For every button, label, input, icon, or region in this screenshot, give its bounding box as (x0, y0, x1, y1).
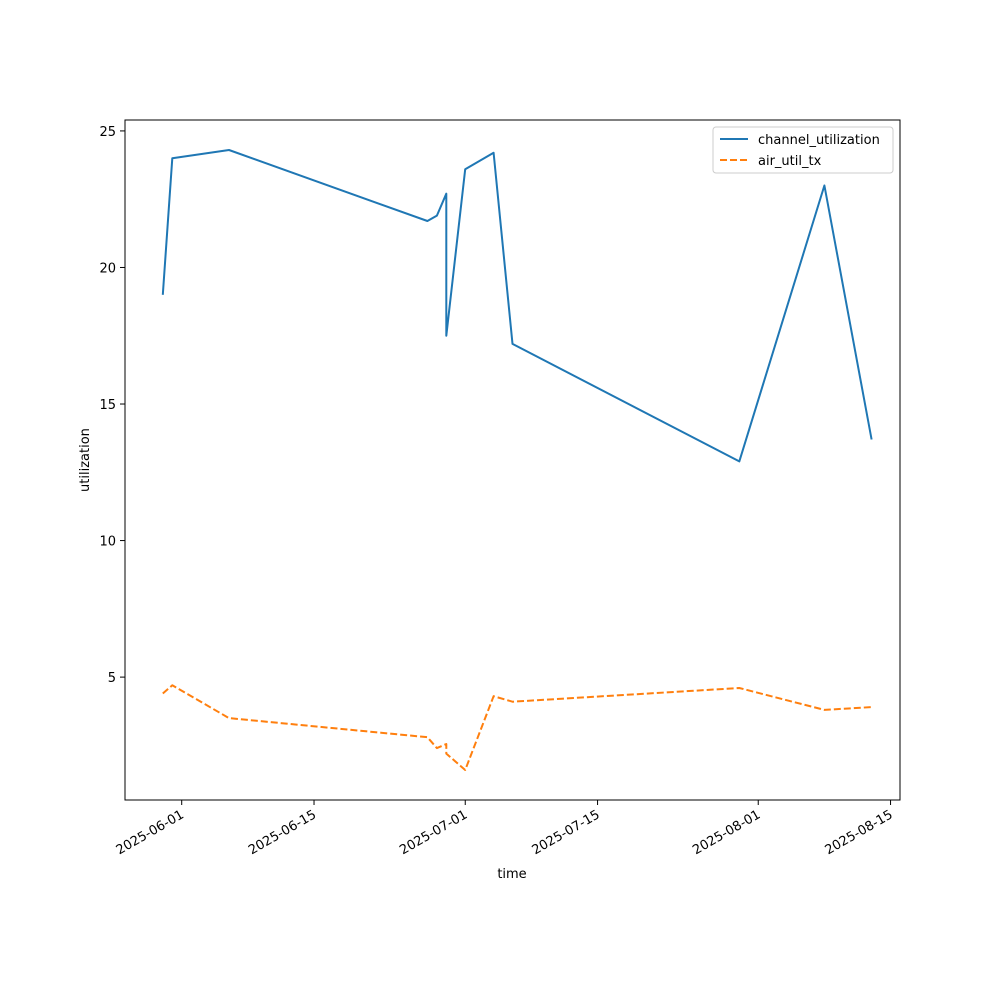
legend-box (712, 126, 894, 174)
plot-area (125, 120, 900, 800)
legend: channel_utilization air_util_tx (712, 126, 894, 174)
series-layer (161, 149, 873, 771)
y-axis: 5 10 15 20 25 (99, 125, 125, 686)
series-line-air-util-tx (162, 684, 872, 771)
y-tick-label: 5 (108, 671, 116, 686)
y-tick-label: 15 (99, 398, 116, 413)
x-axis-label: time (497, 867, 526, 882)
y-axis-label: utilization (78, 428, 93, 492)
series-line-channel-utilization (161, 149, 873, 463)
y-tick-label: 10 (99, 535, 116, 550)
legend-label: air_util_tx (758, 154, 822, 169)
legend-label: channel_utilization (758, 133, 880, 148)
plot-frame (124, 119, 901, 801)
y-tick-label: 25 (99, 125, 116, 140)
y-tick-label: 20 (99, 261, 116, 276)
